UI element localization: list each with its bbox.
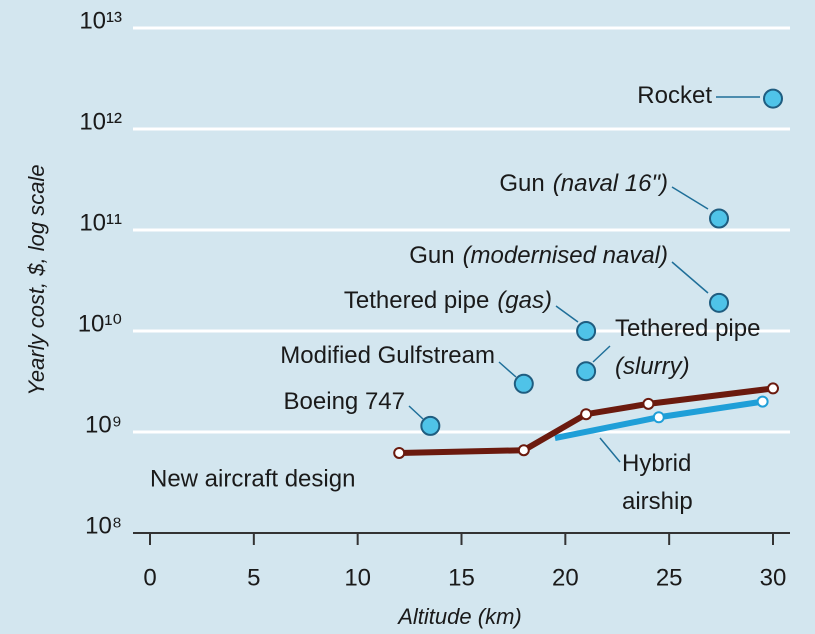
series-label: New aircraft design (150, 465, 355, 492)
point-qualifier: (naval 16") (553, 170, 668, 197)
leader-line (599, 437, 621, 463)
series-marker (517, 444, 530, 457)
series-marker (652, 411, 665, 424)
point-label: Tethered pipe (slurry) (615, 315, 760, 380)
point (709, 208, 730, 229)
x-tick-label: 15 (448, 564, 475, 591)
point-name: Gun (409, 242, 454, 269)
point-name: Rocket (637, 82, 712, 109)
point (513, 373, 534, 394)
point-qualifier: (slurry) (615, 353, 690, 380)
y-tick-label: 10¹³ (79, 7, 122, 34)
point-name: Tethered pipe (615, 315, 760, 342)
point-label: Gun (naval 16") (499, 170, 668, 197)
point-label: Gun (modernised naval) (409, 242, 668, 269)
point (763, 88, 783, 109)
point (420, 415, 441, 436)
series-marker (393, 446, 406, 459)
x-tick-label: 0 (143, 564, 156, 591)
series-line (399, 385, 774, 456)
series-marker (767, 382, 779, 395)
series-marker (580, 408, 593, 421)
x-tick-label: 5 (247, 564, 260, 591)
series-marker (756, 395, 769, 408)
point (576, 361, 597, 382)
x-tick-label: 25 (656, 564, 683, 591)
y-tick-label: 10⁹ (85, 411, 122, 438)
point-label: Boeing 747 (284, 388, 405, 415)
leader-line (408, 405, 424, 420)
series-marker (642, 397, 655, 410)
x-tick-label: 30 (760, 564, 787, 591)
point-name: Tethered pipe (344, 287, 489, 314)
point-name: Gun (499, 170, 544, 197)
point-label: Rocket (637, 82, 712, 109)
point-qualifier: (modernised naval) (463, 242, 668, 269)
x-axis-label: Altitude (km) (396, 604, 521, 629)
point-qualifier: (gas) (497, 287, 552, 314)
x-tick-label: 20 (552, 564, 579, 591)
x-tick-label: 10 (344, 564, 371, 591)
point (709, 292, 730, 313)
y-tick-label: 10¹¹ (79, 209, 122, 236)
leader-line (555, 305, 579, 323)
y-axis-label: Yearly cost, $, log scale (24, 164, 49, 395)
leader-line (498, 361, 517, 378)
y-tick-label: 10⁸ (85, 512, 122, 539)
point-name: Modified Gulfstream (280, 342, 495, 369)
point-label: Modified Gulfstream (280, 342, 495, 369)
y-tick-label: 10¹² (79, 108, 122, 135)
point (576, 321, 597, 341)
point-name: Boeing 747 (284, 388, 405, 415)
series-label: Hybrid airship (622, 450, 693, 515)
leader-line (671, 186, 709, 210)
leader-line (671, 261, 709, 294)
y-tick-label: 10¹⁰ (78, 310, 122, 337)
point-label: Tethered pipe (gas) (344, 287, 552, 314)
leader-line (592, 345, 611, 363)
